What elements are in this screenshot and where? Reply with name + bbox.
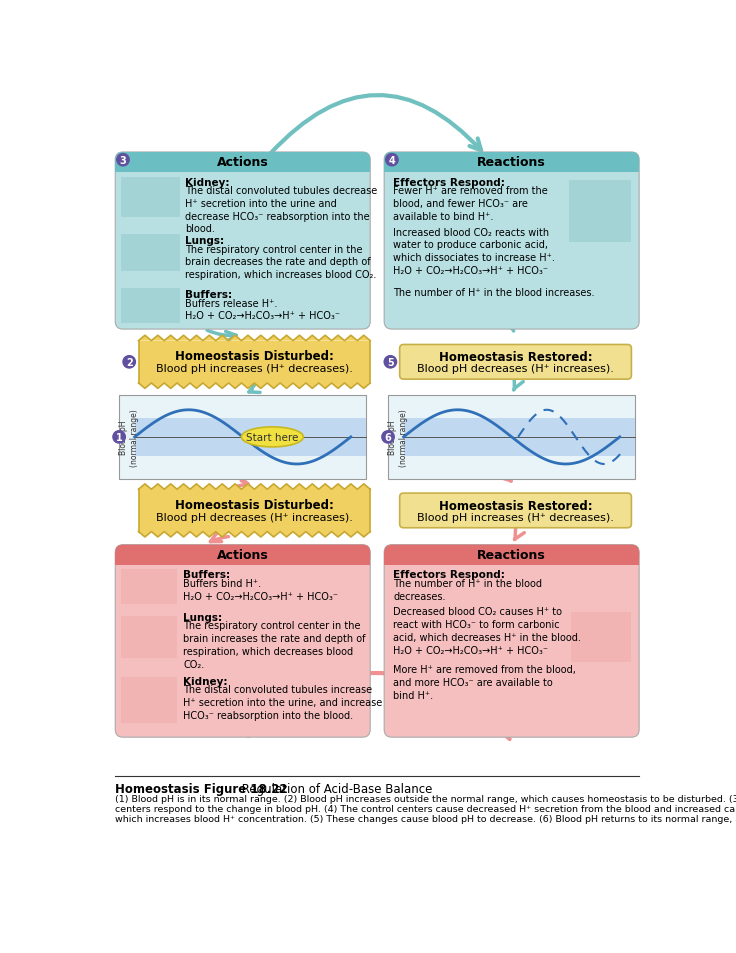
Text: Fewer H⁺ are removed from the
blood, and fewer HCO₃⁻ are
available to bind H⁺.: Fewer H⁺ are removed from the blood, and… bbox=[394, 186, 548, 221]
FancyBboxPatch shape bbox=[384, 545, 639, 565]
Circle shape bbox=[117, 154, 130, 167]
FancyBboxPatch shape bbox=[400, 494, 631, 528]
Bar bbox=[119, 395, 367, 479]
Ellipse shape bbox=[241, 428, 303, 447]
Bar bbox=[570, 181, 631, 243]
Text: Lungs:: Lungs: bbox=[183, 612, 222, 622]
Bar bbox=[403, 418, 635, 456]
Text: Homeostasis Disturbed:: Homeostasis Disturbed: bbox=[175, 350, 334, 363]
Text: Buffers:: Buffers: bbox=[185, 290, 232, 300]
Text: 5: 5 bbox=[387, 357, 394, 368]
Bar bbox=[121, 570, 177, 604]
Bar bbox=[121, 678, 177, 723]
Text: Blood pH increases (H⁺ decreases).: Blood pH increases (H⁺ decreases). bbox=[417, 512, 614, 522]
Text: Blood pH decreases (H⁺ increases).: Blood pH decreases (H⁺ increases). bbox=[417, 364, 614, 374]
Text: The number of H⁺ in the blood increases.: The number of H⁺ in the blood increases. bbox=[394, 288, 595, 297]
FancyBboxPatch shape bbox=[116, 545, 370, 738]
Text: 1: 1 bbox=[116, 433, 122, 442]
Text: The number of H⁺ in the blood
decreases.: The number of H⁺ in the blood decreases. bbox=[394, 578, 542, 601]
Text: Blood pH increases (H⁺ decreases).: Blood pH increases (H⁺ decreases). bbox=[156, 364, 353, 374]
Text: Regulation of Acid-Base Balance: Regulation of Acid-Base Balance bbox=[238, 782, 432, 795]
Text: (1) Blood pH is in its normal range. (2) Blood pH increases outside the normal r: (1) Blood pH is in its normal range. (2)… bbox=[116, 795, 736, 803]
Text: Buffers:: Buffers: bbox=[183, 570, 230, 579]
FancyBboxPatch shape bbox=[384, 152, 639, 330]
Text: Effectors Respond:: Effectors Respond: bbox=[394, 570, 506, 579]
FancyBboxPatch shape bbox=[116, 152, 370, 330]
Text: Buffers release H⁺.
H₂O + CO₂→H₂CO₃→H⁺ + HCO₃⁻: Buffers release H⁺. H₂O + CO₂→H₂CO₃→H⁺ +… bbox=[185, 298, 340, 321]
Text: Homeostasis Disturbed:: Homeostasis Disturbed: bbox=[175, 498, 334, 511]
Text: 3: 3 bbox=[120, 155, 127, 166]
Text: Actions: Actions bbox=[217, 549, 269, 561]
Circle shape bbox=[382, 432, 394, 443]
Text: centers respond to the change in blood pH. (4) The control centers cause decreas: centers respond to the change in blood p… bbox=[116, 804, 736, 813]
Bar bbox=[388, 395, 635, 479]
Text: Actions: Actions bbox=[217, 156, 269, 170]
Bar bbox=[116, 160, 370, 172]
Text: Increased blood CO₂ reacts with
water to produce carbonic acid,
which dissociate: Increased blood CO₂ reacts with water to… bbox=[394, 228, 556, 275]
Text: Reactions: Reactions bbox=[477, 156, 546, 170]
Bar bbox=[138, 341, 370, 383]
Text: Kidney:: Kidney: bbox=[183, 676, 228, 686]
Text: Blood pH
(normal range): Blood pH (normal range) bbox=[119, 409, 139, 466]
Text: The respiratory control center in the
brain decreases the rate and depth of
resp: The respiratory control center in the br… bbox=[185, 244, 376, 280]
Bar bbox=[384, 553, 639, 565]
Bar bbox=[384, 160, 639, 172]
Bar bbox=[116, 553, 370, 565]
Bar bbox=[121, 616, 177, 659]
FancyBboxPatch shape bbox=[400, 345, 631, 379]
FancyBboxPatch shape bbox=[384, 152, 639, 172]
Text: Start here: Start here bbox=[247, 433, 299, 442]
Text: Reactions: Reactions bbox=[477, 549, 546, 561]
Text: Homeostasis Restored:: Homeostasis Restored: bbox=[439, 351, 592, 363]
Text: which increases blood H⁺ concentration. (5) These changes cause blood pH to decr: which increases blood H⁺ concentration. … bbox=[116, 814, 736, 823]
Text: Lungs:: Lungs: bbox=[185, 236, 224, 246]
Bar bbox=[135, 418, 367, 456]
Text: The distal convoluted tubules increase
H⁺ secretion into the urine, and increase: The distal convoluted tubules increase H… bbox=[183, 684, 383, 720]
FancyBboxPatch shape bbox=[116, 152, 370, 172]
Text: 6: 6 bbox=[385, 433, 392, 442]
Text: 2: 2 bbox=[126, 357, 132, 368]
Bar bbox=[571, 612, 631, 662]
Text: Homeostasis Restored:: Homeostasis Restored: bbox=[439, 499, 592, 512]
Text: The respiratory control center in the
brain increases the rate and depth of
resp: The respiratory control center in the br… bbox=[183, 620, 366, 669]
Text: Effectors Respond:: Effectors Respond: bbox=[394, 177, 506, 188]
Text: More H⁺ are removed from the blood,
and more HCO₃⁻ are available to
bind H⁺.: More H⁺ are removed from the blood, and … bbox=[394, 664, 576, 700]
Text: Buffers bind H⁺.
H₂O + CO₂→H₂CO₃→H⁺ + HCO₃⁻: Buffers bind H⁺. H₂O + CO₂→H₂CO₃→H⁺ + HC… bbox=[183, 578, 339, 601]
Bar bbox=[138, 490, 370, 532]
Text: Blood pH decreases (H⁺ increases).: Blood pH decreases (H⁺ increases). bbox=[156, 512, 353, 522]
FancyBboxPatch shape bbox=[116, 545, 370, 565]
Bar bbox=[121, 235, 180, 272]
Circle shape bbox=[386, 154, 398, 167]
Circle shape bbox=[384, 356, 397, 369]
Text: Decreased blood CO₂ causes H⁺ to
react with HCO₃⁻ to form carbonic
acid, which d: Decreased blood CO₂ causes H⁺ to react w… bbox=[394, 607, 581, 655]
FancyBboxPatch shape bbox=[384, 545, 639, 738]
Text: Homeostasis Figure 18.22: Homeostasis Figure 18.22 bbox=[116, 782, 288, 795]
Text: The distal convoluted tubules decrease
H⁺ secretion into the urine and
decrease : The distal convoluted tubules decrease H… bbox=[185, 186, 378, 234]
Bar bbox=[121, 289, 180, 324]
Text: Kidney:: Kidney: bbox=[185, 177, 230, 188]
Text: Blood pH
(normal range): Blood pH (normal range) bbox=[389, 409, 408, 466]
Text: 4: 4 bbox=[389, 155, 395, 166]
Circle shape bbox=[123, 356, 135, 369]
Bar bbox=[121, 177, 180, 217]
Circle shape bbox=[113, 432, 125, 443]
